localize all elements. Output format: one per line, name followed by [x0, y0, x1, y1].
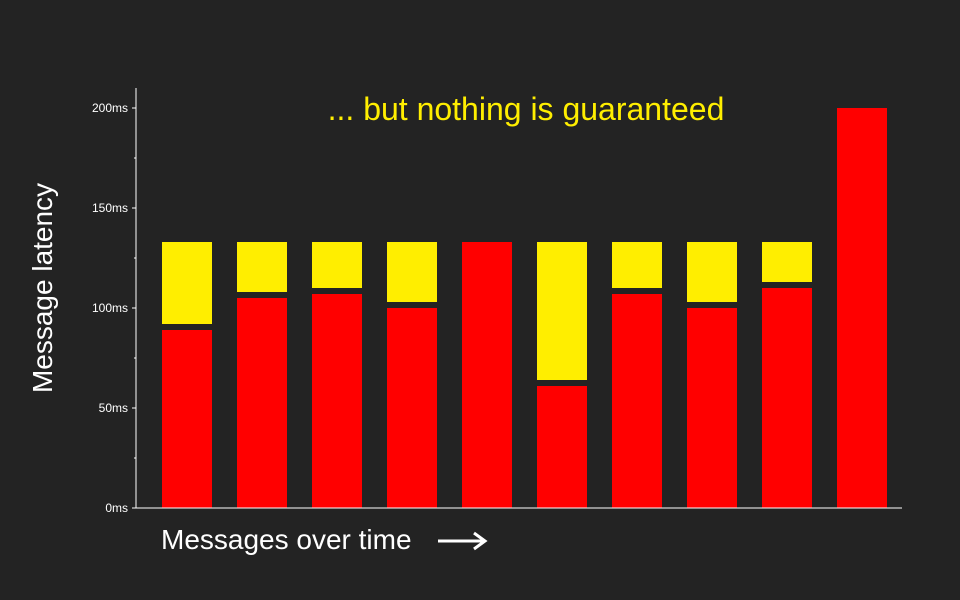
bar-lower-1	[162, 330, 212, 508]
bar-upper-2	[237, 242, 287, 292]
y-tick-label-100: 100ms	[92, 301, 128, 315]
bar-upper-6	[537, 242, 587, 380]
right-arrow-icon	[438, 531, 488, 551]
bars-group	[162, 108, 887, 508]
y-ticks-group: 0ms 50ms 100ms 150ms 200ms	[92, 101, 136, 515]
bar-upper-7	[612, 242, 662, 288]
bar-lower-5	[462, 242, 512, 508]
bar-upper-8	[687, 242, 737, 302]
bar-upper-9	[762, 242, 812, 282]
bar-lower-8	[687, 308, 737, 508]
bar-lower-2	[237, 298, 287, 508]
y-tick-label-150: 150ms	[92, 201, 128, 215]
x-axis-label: Messages over time	[161, 524, 412, 555]
bar-upper-3	[312, 242, 362, 288]
y-tick-label-50: 50ms	[99, 401, 128, 415]
bar-upper-4	[387, 242, 437, 302]
y-axis-label: Message latency	[27, 183, 58, 393]
bar-lower-6	[537, 386, 587, 508]
bar-lower-10	[837, 108, 887, 508]
y-tick-label-0: 0ms	[105, 501, 128, 515]
y-tick-label-200: 200ms	[92, 101, 128, 115]
bar-lower-7	[612, 294, 662, 508]
bar-upper-1	[162, 242, 212, 324]
bar-lower-9	[762, 288, 812, 508]
bar-lower-3	[312, 294, 362, 508]
chart-title: ... but nothing is guaranteed	[328, 91, 725, 127]
bar-lower-4	[387, 308, 437, 508]
